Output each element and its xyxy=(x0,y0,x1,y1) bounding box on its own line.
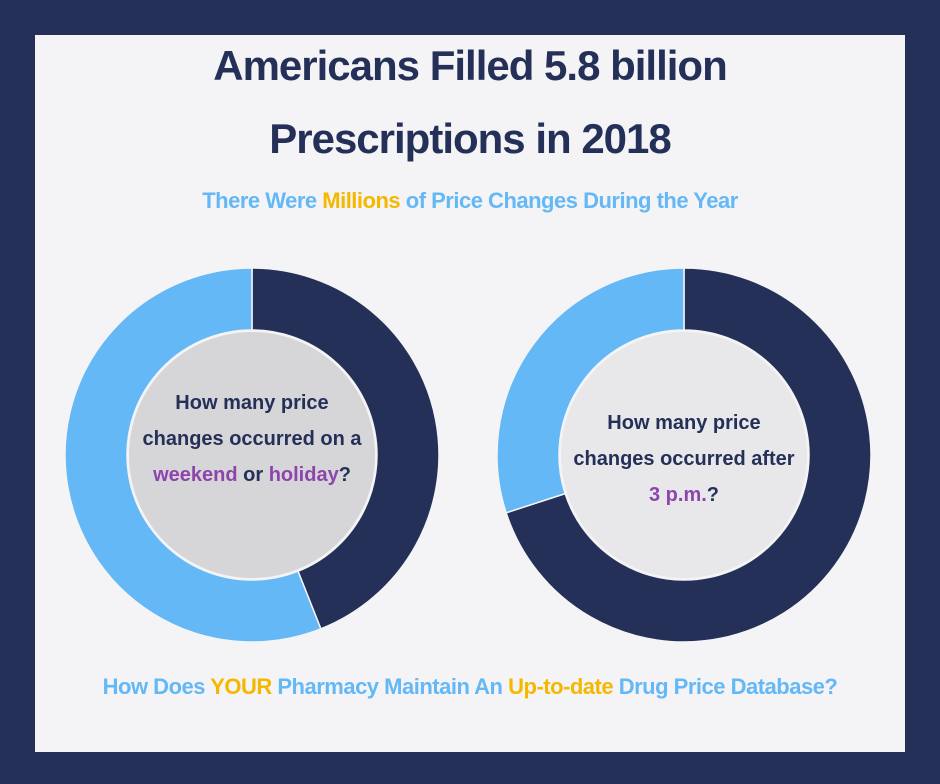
center-highlight: weekend xyxy=(153,464,238,486)
footer-highlight: Up-to-date xyxy=(508,674,614,699)
center-image xyxy=(561,332,807,578)
center-image xyxy=(129,332,375,578)
center-text-part: or xyxy=(237,464,269,486)
center-highlight: 3 p.m. xyxy=(648,484,707,506)
subtitle-highlight: Millions xyxy=(322,188,401,213)
footer-text: Pharmacy Maintain An xyxy=(271,674,509,699)
center-text: How many price changes occurred on a wee… xyxy=(137,385,367,493)
footer-text: How Does xyxy=(102,674,211,699)
center-text-part: ? xyxy=(338,464,351,486)
center-text-part: How many price changes occurred after xyxy=(573,412,801,470)
center-text-part: How many price changes occurred on a xyxy=(142,392,368,450)
donut-segment xyxy=(505,267,872,643)
donut-segment xyxy=(496,267,685,514)
subtitle-text: There Were xyxy=(202,188,323,213)
footer-text: Drug Price Database? xyxy=(613,674,838,699)
center-highlight: holiday xyxy=(268,464,339,486)
title-line: Prescriptions in 2018 xyxy=(269,115,672,162)
footer-highlight: YOUR xyxy=(210,674,272,699)
title-line: Americans Filled 5.8 billion xyxy=(213,42,728,89)
center-text-part: ? xyxy=(706,484,719,506)
subtitle: There Were Millions of Price Changes Dur… xyxy=(35,188,905,214)
donut-segment xyxy=(64,267,322,643)
center-text: How many price changes occurred after 3 … xyxy=(569,405,799,513)
subtitle-text: of Price Changes During the Year xyxy=(400,188,739,213)
donut-segment xyxy=(251,267,440,630)
footer: How Does YOUR Pharmacy Maintain An Up-to… xyxy=(35,674,905,700)
